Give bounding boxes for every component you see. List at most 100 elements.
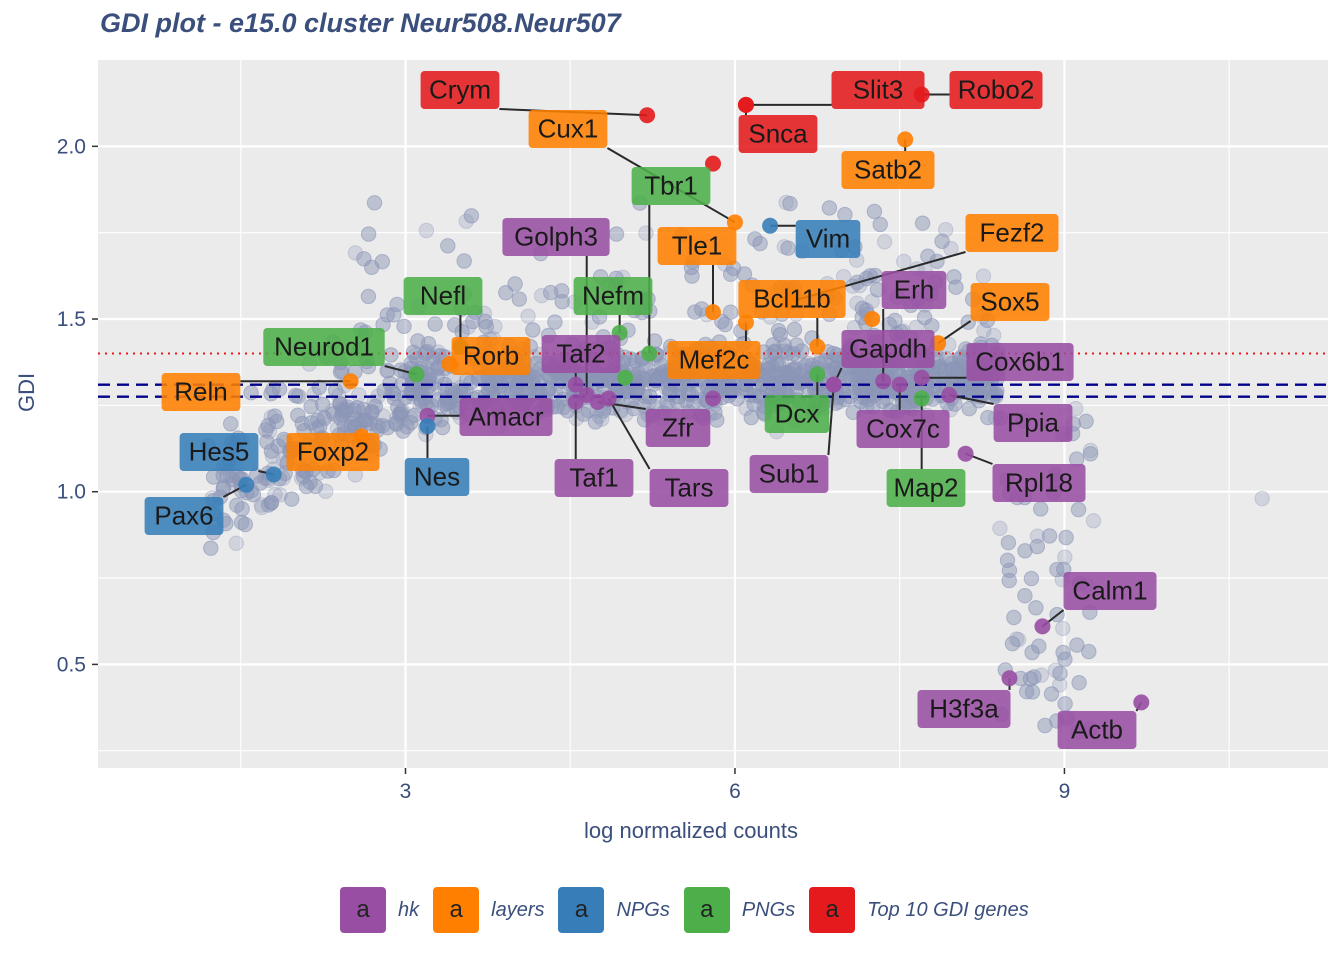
- gene-point: [687, 304, 703, 320]
- gene-point: [343, 415, 360, 431]
- gene-point: [931, 360, 948, 376]
- gene-point: [1052, 677, 1068, 693]
- gene-point: [263, 495, 279, 511]
- gene-point: [1082, 446, 1099, 462]
- gene-point: [776, 366, 793, 382]
- gene-point: [360, 226, 377, 242]
- gene-point: [934, 367, 950, 384]
- gene-point: [388, 415, 404, 431]
- gene-point: [945, 361, 961, 377]
- gene-point: [1043, 686, 1060, 702]
- gene-point: [858, 372, 874, 388]
- gene-point: [263, 443, 280, 459]
- label-neurod1: Neurod1: [274, 332, 374, 362]
- gene-point: [311, 379, 327, 395]
- gene-point: [425, 350, 441, 366]
- gene-point: [765, 337, 781, 353]
- gene-point: [336, 417, 352, 433]
- label-ppia: Ppia: [1007, 408, 1060, 438]
- point-crym: [639, 107, 656, 124]
- gene-point: [961, 401, 977, 417]
- gene-point: [463, 375, 479, 391]
- gene-point: [945, 361, 961, 377]
- gene-point: [456, 253, 472, 269]
- point-map2: [913, 390, 930, 407]
- gene-point: [1000, 535, 1017, 551]
- gene-point: [356, 413, 372, 429]
- gene-point: [794, 343, 810, 359]
- gene-point: [348, 411, 364, 427]
- gene-point: [406, 383, 423, 399]
- point-neurod1: [408, 366, 425, 383]
- gene-point: [638, 371, 654, 388]
- gene-point: [999, 552, 1016, 568]
- gene-point: [203, 540, 219, 556]
- gene-point: [861, 378, 877, 394]
- gene-point: [1022, 671, 1039, 687]
- legend: a hk a layers a NPGs a PNGs a Top 10 GDI…: [340, 886, 1043, 934]
- label-rorb: Rorb: [463, 341, 519, 371]
- legend-key-npgs: a: [558, 887, 605, 933]
- gene-point: [440, 238, 456, 254]
- gene-point: [540, 383, 556, 399]
- gene-point: [405, 344, 422, 360]
- gene-point: [761, 375, 778, 391]
- gene-point: [228, 535, 245, 551]
- gene-point: [1024, 644, 1040, 661]
- gene-point: [770, 378, 786, 395]
- gene-point: [1085, 513, 1102, 529]
- gene-point: [792, 371, 809, 387]
- gene-point: [424, 354, 440, 370]
- gene-point: [509, 378, 525, 394]
- gene-point: [760, 357, 777, 373]
- gene-point: [360, 226, 377, 242]
- gene-point: [1017, 588, 1033, 604]
- gene-point: [760, 357, 777, 373]
- gene-point: [800, 355, 816, 372]
- gene-point: [638, 371, 654, 388]
- gene-point: [439, 391, 455, 407]
- gene-point: [787, 360, 803, 377]
- gene-point: [842, 371, 859, 388]
- gene-point: [785, 346, 801, 362]
- label-taf1: Taf1: [569, 463, 618, 493]
- gene-point: [379, 307, 395, 323]
- gene-point: [554, 294, 570, 310]
- gene-point: [554, 283, 570, 299]
- gene-point: [316, 410, 333, 427]
- gene-point: [948, 279, 964, 295]
- gene-point: [752, 235, 768, 252]
- gene-point: [1047, 662, 1064, 678]
- gene-point: [866, 203, 883, 220]
- gene-point: [216, 479, 232, 495]
- gene-point: [821, 200, 838, 216]
- gene-point: [946, 269, 962, 285]
- gene-point: [1037, 717, 1053, 734]
- gene-point: [782, 195, 798, 212]
- gene-point: [1001, 562, 1018, 579]
- gene-point: [307, 478, 324, 494]
- gene-point: [792, 375, 808, 391]
- legend-item-top10: a Top 10 GDI genes: [809, 887, 1029, 933]
- gene-point: [876, 234, 893, 250]
- gene-point: [791, 367, 808, 383]
- gene-point: [237, 516, 254, 533]
- gene-point: [294, 415, 310, 432]
- x-tick-label-1: 6: [729, 780, 741, 803]
- gene-point: [821, 200, 838, 216]
- gene-point: [364, 259, 380, 275]
- gene-point: [938, 222, 954, 238]
- gene-point: [507, 276, 523, 292]
- gene-point: [407, 348, 423, 364]
- gene-point: [316, 409, 332, 425]
- gene-point: [853, 393, 869, 410]
- gene-point: [773, 374, 789, 391]
- gene-point: [259, 434, 275, 450]
- gene-point: [260, 497, 277, 513]
- gene-point: [335, 403, 352, 419]
- label-map2: Map2: [893, 473, 958, 503]
- highlight-point-extra-3: [864, 311, 881, 328]
- gene-point: [478, 319, 494, 335]
- gene-point: [427, 316, 443, 332]
- label-nefm: Nefm: [582, 281, 644, 311]
